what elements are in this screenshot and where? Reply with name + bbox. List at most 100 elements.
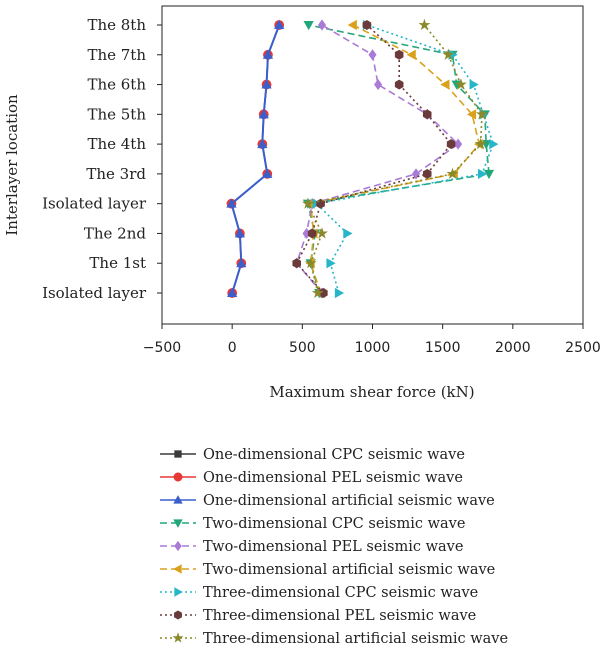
y-axis-title: Interlayer location: [3, 94, 21, 236]
marker-hexagon: [174, 610, 182, 620]
marker-hexagon: [422, 168, 432, 179]
legend-label: One-dimensional artificial seismic wave: [203, 493, 495, 509]
marker-star: [446, 167, 459, 179]
marker-triangle-down: [483, 169, 495, 180]
x-axis-title: Maximum shear force (kN): [269, 383, 474, 401]
marker-star: [302, 197, 314, 209]
marker-triangle-right: [489, 139, 499, 150]
y-axis: Isolated layer The 1st The 2nd Isolated lay…: [42, 16, 162, 302]
legend-label: One-dimensional PEL seismic wave: [203, 470, 463, 486]
x-tick-label: 2500: [565, 340, 600, 356]
legend-item: Two-dimensional CPC seismic wave: [160, 516, 465, 532]
y-tick-label: Isolated layer: [42, 284, 147, 302]
marker-diamond: [317, 19, 327, 31]
series-7: [312, 19, 499, 299]
marker-triangle-right: [343, 228, 353, 239]
marker-circle: [173, 472, 183, 482]
marker-hexagon: [319, 288, 328, 298]
marker-triangle-left: [466, 109, 477, 120]
marker-hexagon: [394, 49, 404, 60]
marker-triangle-up: [262, 49, 274, 59]
marker-triangle-up: [274, 19, 285, 29]
marker-triangle-up: [258, 109, 269, 119]
x-tick-label: 1000: [355, 340, 391, 356]
series-line: [230, 24, 281, 294]
marker-star: [316, 227, 328, 239]
legend-item: Two-dimensional PEL seismic wave: [160, 539, 463, 555]
marker-star: [442, 48, 455, 60]
marker-diamond: [174, 540, 182, 552]
marker-triangle-up: [236, 258, 247, 268]
legend-label: Two-dimensional artificial seismic wave: [203, 562, 495, 578]
series-9: [302, 18, 488, 299]
legend-label: Three-dimensional CPC seismic wave: [203, 585, 478, 601]
marker-triangle-up: [257, 138, 268, 149]
marker-triangle-down: [173, 519, 183, 528]
series-line: [306, 24, 483, 294]
marker-triangle-up: [262, 168, 273, 178]
marker-triangle-up: [226, 198, 237, 208]
series-8: [292, 20, 456, 298]
marker-square: [174, 450, 182, 458]
marker-hexagon: [292, 258, 302, 269]
x-tick-label: 2000: [495, 340, 531, 356]
x-tick-label: 500: [289, 340, 316, 356]
marker-diamond: [454, 138, 463, 150]
marker-triangle-up: [261, 79, 272, 89]
legend-label: Three-dimensional artificial seismic wav…: [203, 631, 508, 647]
y-tick-label: The 4th: [87, 135, 146, 153]
marker-hexagon: [394, 79, 404, 90]
series-5: [292, 19, 463, 299]
series-line: [230, 24, 280, 294]
marker-triangle-down: [303, 21, 314, 31]
y-tick-label: The 6th: [87, 76, 146, 94]
legend-item: Three-dimensional CPC seismic wave: [160, 585, 478, 601]
legend: One-dimensional CPC seismic wave One-dime…: [160, 447, 508, 647]
marker-star: [476, 108, 488, 120]
series-4: [302, 21, 495, 299]
legend-item: Three-dimensional artificial seismic wav…: [160, 631, 508, 647]
marker-star: [304, 256, 317, 269]
marker-star: [474, 137, 487, 150]
marker-hexagon: [362, 20, 372, 30]
marker-triangle-right: [469, 79, 479, 90]
legend-item: One-dimensional CPC seismic wave: [160, 447, 465, 463]
marker-triangle-right: [326, 258, 336, 269]
legend-item: Three-dimensional PEL seismic wave: [160, 608, 476, 624]
marker-hexagon: [307, 228, 317, 239]
y-tick-label: The 5th: [87, 105, 146, 123]
marker-triangle-left: [347, 19, 357, 31]
marker-triangle-right: [334, 287, 345, 299]
plot-series: [226, 18, 499, 299]
marker-triangle-up: [227, 287, 238, 297]
legend-item: One-dimensional artificial seismic wave: [160, 493, 495, 509]
y-tick-label: The 1st: [89, 254, 146, 272]
legend-label: Two-dimensional PEL seismic wave: [203, 539, 463, 555]
series-6: [305, 19, 484, 299]
series-line: [295, 24, 460, 294]
marker-triangle-left: [173, 564, 182, 574]
legend-item: One-dimensional PEL seismic wave: [160, 470, 463, 486]
series-line: [230, 24, 280, 294]
x-tick-label: −500: [143, 340, 181, 356]
marker-star: [311, 286, 324, 299]
y-tick-label: The 8th: [87, 16, 146, 34]
marker-triangle-right: [477, 168, 488, 179]
x-tick-label: 0: [228, 340, 237, 356]
y-tick-label: Isolated layer: [42, 195, 147, 213]
series-line: [295, 24, 453, 294]
y-tick-label: The 3rd: [86, 165, 146, 183]
marker-star: [418, 18, 431, 31]
marker-diamond: [374, 78, 383, 91]
marker-star: [172, 632, 184, 643]
marker-triangle-left: [406, 49, 416, 60]
series-2: [226, 20, 285, 298]
legend-item: Two-dimensional artificial seismic wave: [160, 562, 495, 578]
series-1: [228, 21, 283, 297]
legend-label: Three-dimensional PEL seismic wave: [203, 608, 476, 624]
marker-hexagon: [422, 109, 432, 120]
marker-triangle-left: [440, 79, 450, 90]
marker-triangle-right: [174, 587, 183, 597]
series-line: [309, 24, 481, 294]
x-axis: −500 0 500 1000 1500 2000 2500: [143, 324, 600, 356]
